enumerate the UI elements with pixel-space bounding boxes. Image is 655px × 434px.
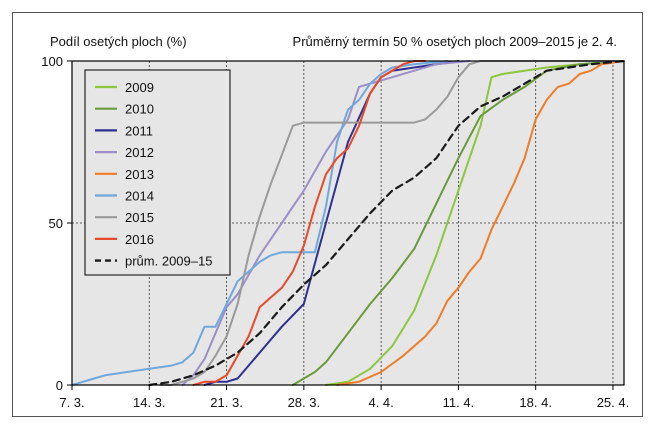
series-line-3	[203, 60, 460, 386]
y-tick-label: 0	[56, 378, 63, 393]
legend-label: 2012	[125, 145, 154, 160]
x-tick-label: 18. 4.	[519, 395, 552, 410]
x-tick-label: 25. 4.	[597, 395, 630, 410]
y-tick-label: 50	[49, 216, 63, 231]
x-tick-label: 7. 3.	[59, 395, 84, 410]
legend-label: 2009	[125, 80, 154, 95]
y-tick-label: 100	[41, 54, 63, 69]
y-axis: 0 50 100	[41, 54, 72, 393]
x-tick-label: 4. 4.	[368, 395, 393, 410]
legend-label: prům. 2009–15	[125, 254, 212, 269]
legend: 2009 2010 2011 2012 2013 2014 2015 2016 prům. 20…	[84, 69, 231, 276]
series-line-4	[181, 60, 471, 386]
x-tick-label: 14. 3.	[133, 395, 166, 410]
series-layer	[71, 59, 626, 387]
legend-label: 2010	[125, 102, 154, 117]
chart-border	[12, 12, 643, 417]
x-tick-label: 21. 3.	[210, 395, 243, 410]
y-axis-label: Podíl osetých ploch (%)	[50, 34, 187, 49]
x-axis: 7. 3. 14. 3. 21. 3. 28. 3. 4. 4. 11. 4. 18. 4.…	[59, 385, 629, 410]
legend-box	[84, 69, 231, 276]
series-line-9	[148, 59, 626, 387]
series-line-1	[324, 60, 625, 386]
series-line-5	[336, 60, 625, 386]
series-line-8	[192, 60, 427, 386]
legend-label: 2013	[125, 167, 154, 182]
series-line-6	[71, 60, 449, 386]
legend-label: 2016	[125, 232, 154, 247]
x-tick-label: 28. 3.	[288, 395, 321, 410]
legend-label: 2015	[125, 210, 154, 225]
chart-title: Průměrný termín 50 % osetých ploch 2009–…	[293, 34, 617, 49]
x-tick-label: 11. 4.	[443, 395, 475, 410]
series-line-7	[159, 60, 625, 386]
legend-label: 2011	[125, 123, 153, 138]
legend-label: 2014	[125, 189, 154, 204]
